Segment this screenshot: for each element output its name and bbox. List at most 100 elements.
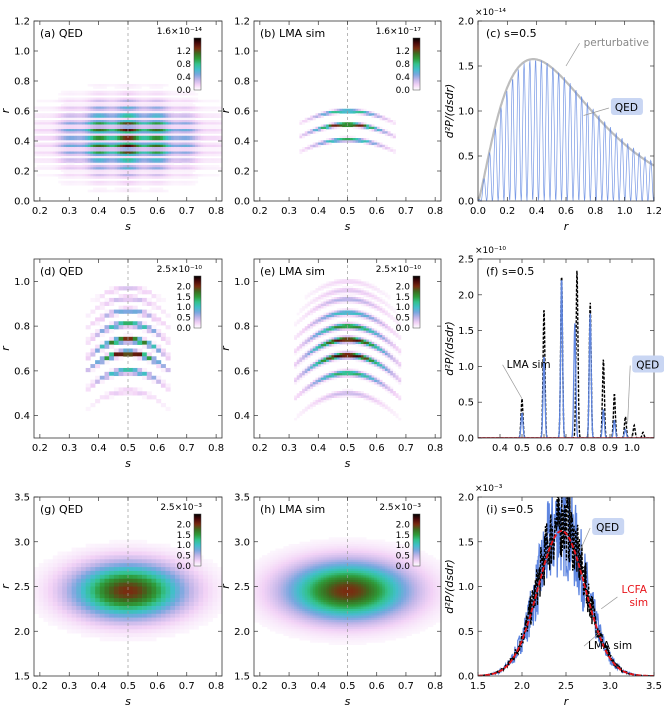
heatmap-cell xyxy=(170,140,174,143)
heatmap-cell xyxy=(36,115,40,119)
heatmap-cell xyxy=(170,138,174,141)
heatmap-cell xyxy=(111,102,115,105)
heatmap-cell xyxy=(146,371,152,377)
heatmap-cell xyxy=(98,84,102,87)
heatmap-cell xyxy=(71,111,75,114)
heatmap-cell xyxy=(34,598,39,603)
heatmap-cell xyxy=(119,158,123,161)
heatmap-cell xyxy=(368,129,372,132)
heatmap-cell xyxy=(176,93,180,96)
heatmap-cell xyxy=(156,332,162,338)
heatmap-cell xyxy=(315,346,319,349)
x-tick-label: 0.3 xyxy=(281,206,297,217)
heatmap-cell xyxy=(320,288,324,291)
heatmap-cell xyxy=(299,133,303,137)
heatmap-cell xyxy=(376,377,380,381)
heatmap-cell xyxy=(152,129,156,132)
heatmap-cell xyxy=(43,602,49,607)
heatmap-cell xyxy=(219,147,223,150)
heatmap-cell xyxy=(304,326,308,329)
heatmap-cell xyxy=(63,97,67,101)
heatmap-cell xyxy=(50,135,54,139)
heatmap-cell xyxy=(176,156,180,159)
heatmap-cell xyxy=(336,373,340,376)
heatmap-cell xyxy=(165,90,169,94)
heatmap-cell xyxy=(368,328,372,331)
heatmap-cell xyxy=(294,348,298,352)
heatmap-cell xyxy=(195,108,199,112)
heatmap-cell xyxy=(93,113,97,116)
heatmap-cell xyxy=(187,90,191,94)
heatmap-cell xyxy=(109,574,115,580)
heatmap-cell xyxy=(103,99,107,103)
heatmap-cell xyxy=(47,138,51,141)
heatmap-cell xyxy=(76,598,82,603)
heatmap-cell xyxy=(299,310,303,313)
heatmap-cell xyxy=(119,189,123,193)
heatmap-cell xyxy=(119,133,123,137)
heatmap-cell xyxy=(146,93,150,96)
heatmap-cell xyxy=(123,543,129,548)
heatmap-cell xyxy=(312,308,316,311)
heatmap-cell xyxy=(334,288,338,291)
heatmap-cell xyxy=(60,122,64,125)
heatmap-cell xyxy=(152,124,156,128)
heatmap-cell xyxy=(184,183,188,186)
heatmap-cell xyxy=(189,108,193,112)
heatmap-cell xyxy=(66,183,70,186)
y-axis-label: r xyxy=(219,345,232,351)
heatmap-cell xyxy=(132,297,138,303)
heatmap-cell xyxy=(114,169,118,173)
heatmap-cell xyxy=(315,126,319,130)
heatmap-cell xyxy=(123,602,129,607)
heatmap-cell xyxy=(93,120,97,123)
heatmap-cell xyxy=(109,90,113,94)
heatmap-cell xyxy=(101,169,105,173)
heatmap-cell xyxy=(119,167,123,170)
heatmap-cell xyxy=(170,104,174,107)
heatmap-cell xyxy=(85,633,91,638)
heatmap-cell xyxy=(149,102,153,105)
heatmap-cell xyxy=(302,370,306,374)
heatmap-cell xyxy=(137,336,143,342)
heatmap-cell xyxy=(374,129,378,132)
heatmap-cell xyxy=(149,120,153,123)
heatmap-cell xyxy=(390,370,394,374)
heatmap-cell xyxy=(136,180,140,184)
heatmap-cell xyxy=(146,160,150,164)
heatmap-cell xyxy=(87,90,91,94)
heatmap-cell xyxy=(363,377,367,381)
heatmap-cell xyxy=(339,111,343,114)
heatmap-cell xyxy=(76,563,82,568)
heatmap-cell xyxy=(138,108,142,112)
heatmap-cell xyxy=(85,111,89,114)
heatmap-cell xyxy=(395,377,399,381)
heatmap-cell xyxy=(304,344,308,347)
heatmap-cell xyxy=(366,113,370,116)
heatmap-cell xyxy=(149,133,153,137)
heatmap-cell xyxy=(318,357,322,360)
heatmap-cell xyxy=(328,122,332,125)
heatmap-cell xyxy=(368,377,372,381)
heatmap-cell xyxy=(368,332,372,336)
heatmap-cell xyxy=(310,402,314,405)
heatmap-cell xyxy=(39,151,43,155)
heatmap-cell xyxy=(368,330,372,334)
heatmap-cell xyxy=(299,308,303,311)
heatmap-cell xyxy=(118,371,124,377)
heatmap-cell xyxy=(302,305,306,309)
heatmap-cell xyxy=(36,149,40,152)
heatmap-cell xyxy=(307,294,311,298)
heatmap-cell xyxy=(119,117,123,121)
heatmap-cell xyxy=(184,153,188,157)
heatmap-cell xyxy=(156,399,162,404)
heatmap-cell xyxy=(392,133,396,137)
heatmap-cell xyxy=(384,352,388,356)
heatmap-cell xyxy=(312,131,316,134)
heatmap-cell xyxy=(101,189,105,193)
heatmap-cell xyxy=(63,144,67,148)
heatmap-cell xyxy=(125,97,129,101)
heatmap-cell xyxy=(146,180,150,184)
y-tick-label: 0.0 xyxy=(234,197,250,208)
heatmap-cell xyxy=(358,330,362,334)
